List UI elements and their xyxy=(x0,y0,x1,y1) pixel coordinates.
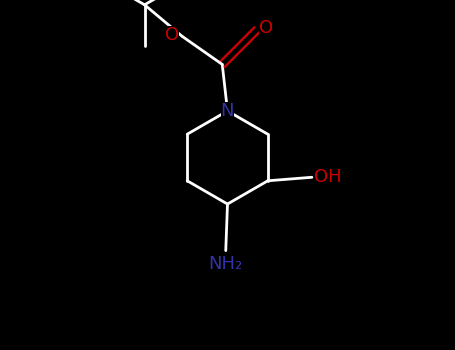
Text: NH₂: NH₂ xyxy=(209,255,243,273)
Text: OH: OH xyxy=(314,168,341,186)
Text: N: N xyxy=(221,102,234,120)
Text: O: O xyxy=(258,19,273,37)
Text: O: O xyxy=(165,26,179,43)
